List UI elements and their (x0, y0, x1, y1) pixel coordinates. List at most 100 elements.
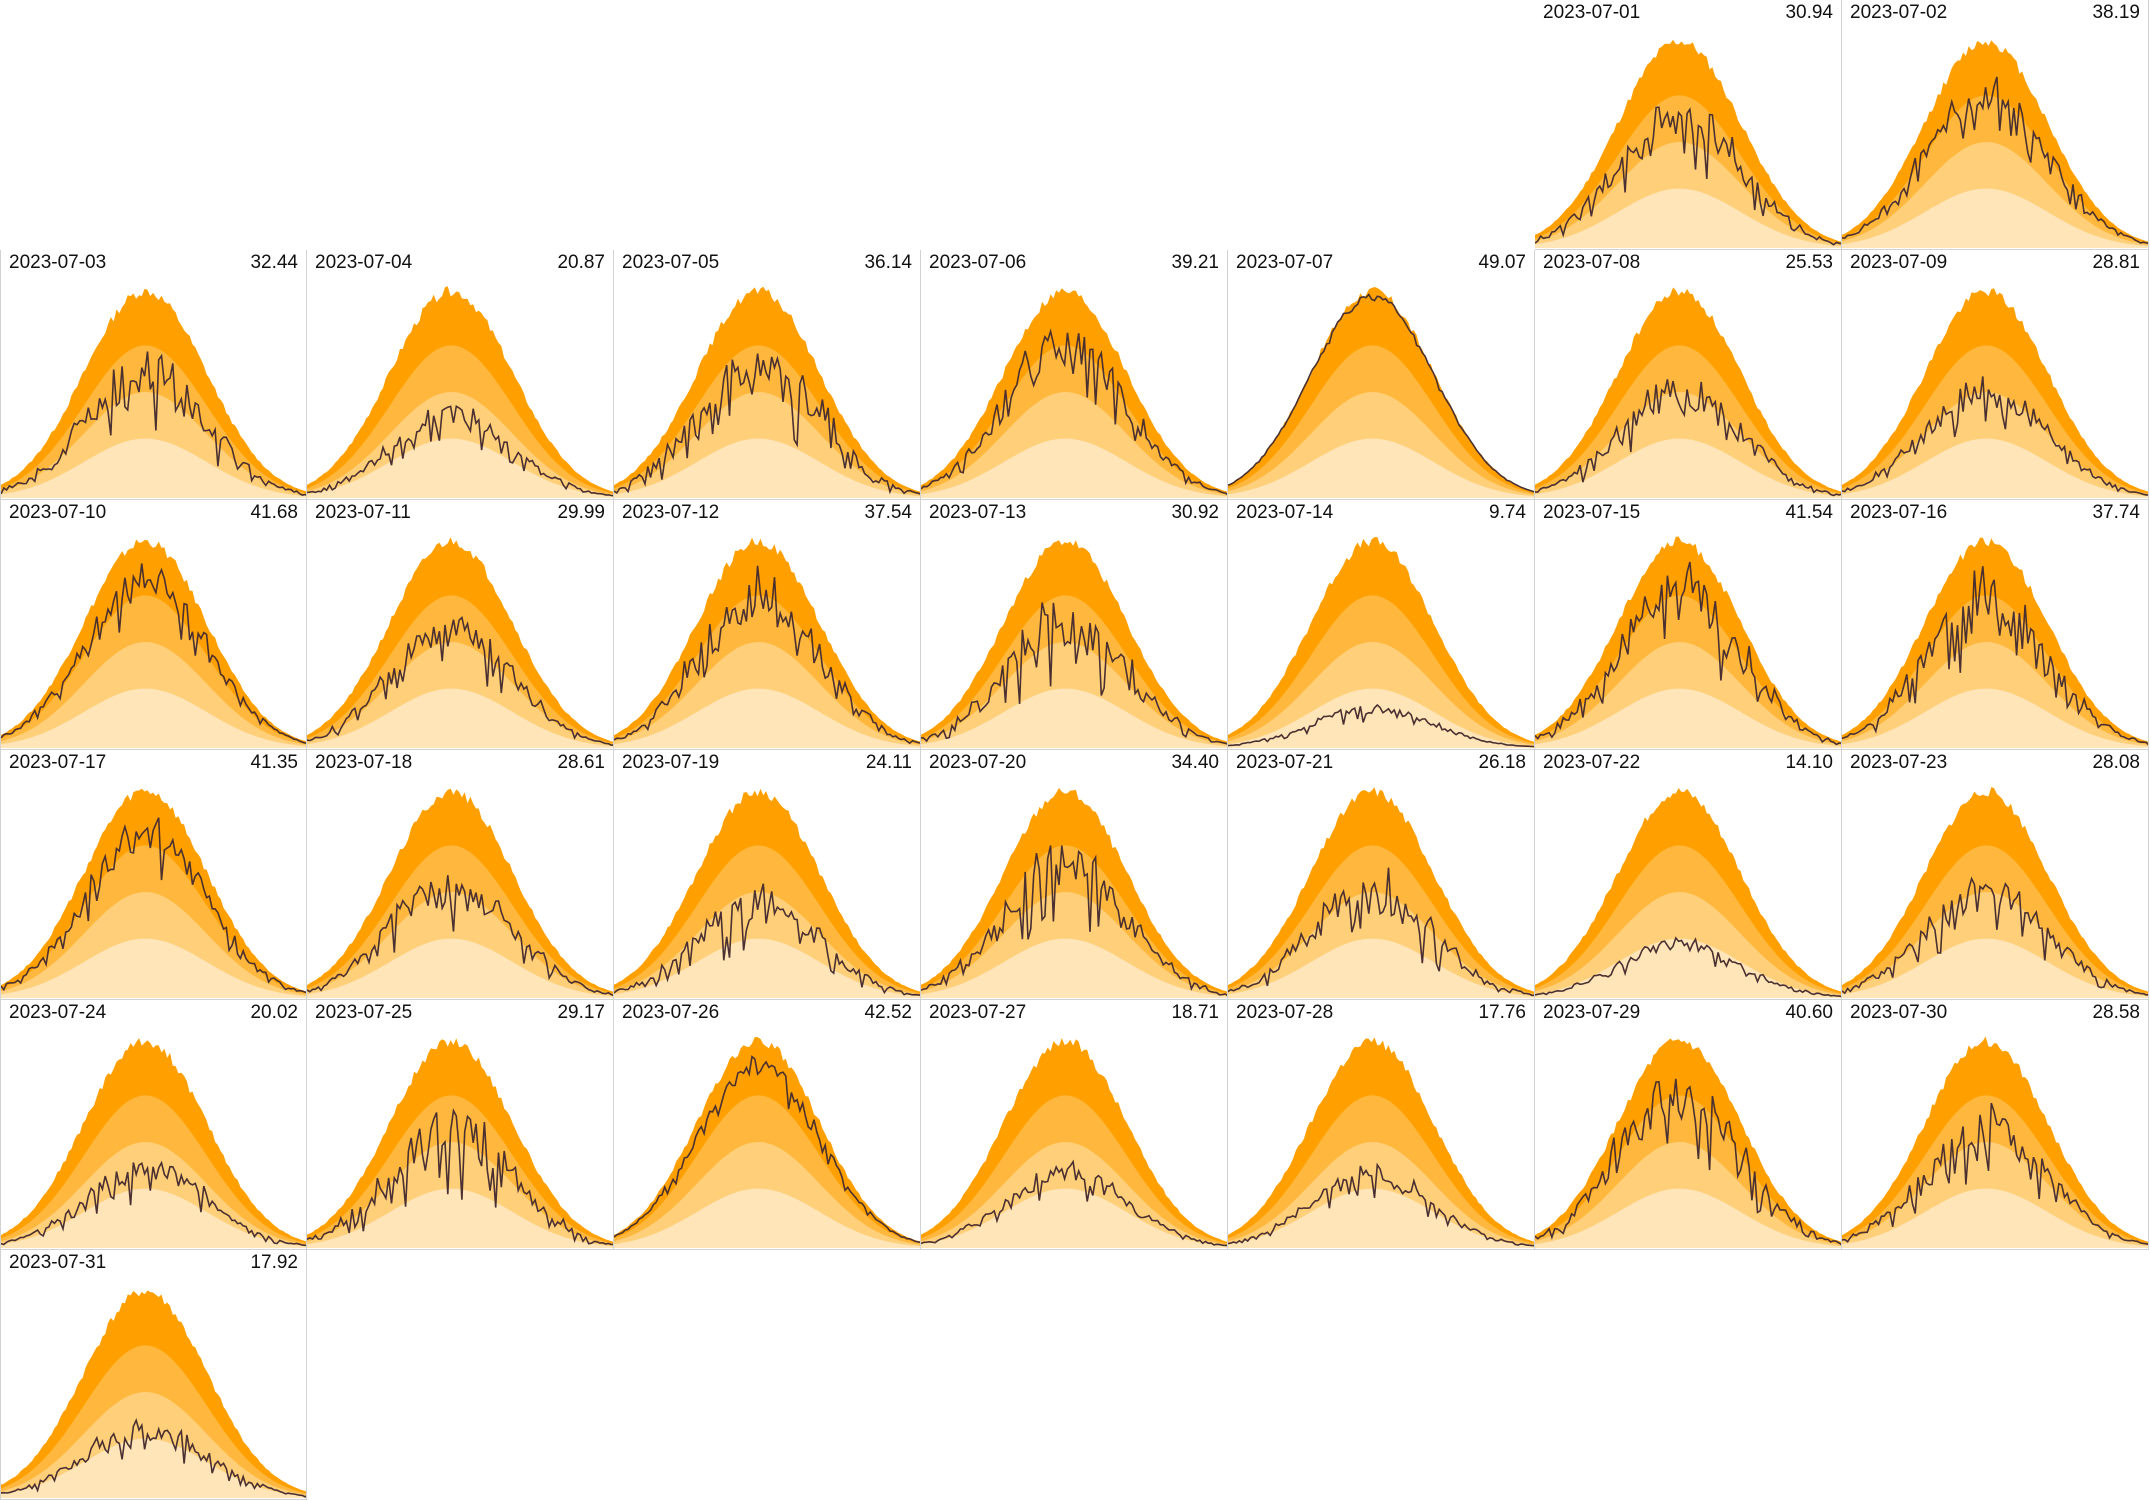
actual-production-line (921, 1159, 1227, 1247)
day-total: 34.40 (1171, 752, 1219, 773)
day-date: 2023-07-23 (1850, 752, 1948, 773)
day-date: 2023-07-21 (1236, 752, 1334, 773)
day-panel: 2023-07-27 18.71 (921, 1000, 1228, 1250)
day-panel: 2023-07-21 26.18 (1228, 750, 1535, 1000)
actual-production-line (921, 602, 1227, 745)
day-panel: 2023-07-26 42.52 (614, 1000, 921, 1250)
day-chart (1535, 536, 1841, 748)
day-panel: 2023-07-17 41.35 (0, 750, 307, 1000)
actual-production-line (1228, 1162, 1534, 1247)
day-panel: 2023-07-12 37.54 (614, 500, 921, 750)
forecast-band (1535, 1188, 1841, 1248)
day-date: 2023-07-03 (9, 252, 107, 273)
forecast-band (614, 688, 920, 748)
actual-production-line (307, 875, 613, 997)
forecast-band (1228, 1188, 1534, 1248)
day-total: 24.11 (865, 752, 912, 773)
actual-production-line (1228, 703, 1534, 748)
day-total: 36.14 (864, 252, 912, 273)
forecast-band (1228, 438, 1534, 498)
forecast-band (1842, 688, 2148, 748)
forecast-band (921, 938, 1227, 998)
forecast-band (307, 438, 613, 498)
day-chart (1, 788, 306, 998)
day-date: 2023-07-27 (929, 1002, 1027, 1023)
day-panel: 2023-07-08 25.53 (1535, 250, 1842, 500)
day-date: 2023-07-25 (315, 1002, 413, 1023)
day-date: 2023-07-02 (1850, 2, 1948, 23)
actual-production-line (307, 1107, 613, 1246)
actual-production-line (307, 405, 613, 497)
day-chart (1535, 39, 1841, 248)
day-chart (307, 788, 613, 998)
day-date: 2023-07-04 (315, 252, 413, 273)
day-total: 42.52 (864, 1002, 912, 1023)
day-panel: 2023-07-02 38.19 (1842, 0, 2149, 250)
actual-production-line (1842, 566, 2148, 746)
day-chart (1, 1290, 306, 1498)
day-chart (1, 539, 306, 748)
actual-production-line (614, 883, 920, 997)
actual-production-line (307, 615, 613, 747)
day-panel: 2023-07-14 9.74 (1228, 500, 1535, 750)
actual-production-line (1, 563, 306, 744)
day-total: 30.94 (1785, 2, 1833, 23)
day-total: 41.68 (250, 502, 298, 523)
day-date: 2023-07-16 (1850, 502, 1948, 523)
day-total: 20.02 (250, 1002, 298, 1023)
day-date: 2023-07-09 (1850, 252, 1948, 273)
actual-production-line (1, 351, 306, 496)
day-panel: 2023-07-18 28.61 (307, 750, 614, 1000)
actual-production-line (1535, 106, 1841, 246)
day-panel: 2023-07-07 49.07 (1228, 250, 1535, 500)
day-chart (614, 286, 920, 498)
day-total: 18.71 (1171, 1002, 1219, 1023)
day-chart (1228, 787, 1534, 998)
forecast-band (921, 1188, 1227, 1248)
actual-production-line (1535, 936, 1841, 998)
day-panel: 2023-07-11 29.99 (307, 500, 614, 750)
day-date: 2023-07-01 (1543, 2, 1641, 23)
day-chart (1228, 537, 1534, 748)
forecast-band (1535, 188, 1841, 248)
day-panel: 2023-07-31 17.92 (0, 1250, 307, 1500)
actual-production-line (1842, 1102, 2148, 1246)
forecast-band (307, 1188, 613, 1248)
day-date: 2023-07-20 (929, 752, 1027, 773)
actual-production-line (1535, 1078, 1841, 1246)
day-total: 17.92 (250, 1252, 298, 1273)
day-panel: 2023-07-19 24.11 (614, 750, 921, 1000)
day-date: 2023-07-31 (9, 1252, 107, 1273)
day-panel: 2023-07-22 14.10 (1535, 750, 1842, 1000)
forecast-band (307, 938, 613, 998)
forecast-band (1535, 688, 1841, 748)
forecast-band (1, 688, 306, 748)
day-total: 49.07 (1478, 252, 1526, 273)
day-panel: 2023-07-15 41.54 (1535, 500, 1842, 750)
day-total: 17.76 (1478, 1002, 1526, 1023)
day-total: 14.10 (1785, 752, 1833, 773)
day-chart (307, 1038, 613, 1248)
day-total: 28.08 (2092, 752, 2140, 773)
day-panel: 2023-07-03 32.44 (0, 250, 307, 500)
day-date: 2023-07-05 (622, 252, 720, 273)
actual-production-line (1842, 376, 2148, 496)
day-date: 2023-07-13 (929, 502, 1027, 523)
actual-production-line (614, 1055, 920, 1244)
day-date: 2023-07-19 (622, 752, 720, 773)
actual-production-line (1228, 293, 1534, 493)
actual-production-line (1, 1418, 306, 1498)
day-date: 2023-07-17 (9, 752, 107, 773)
day-chart (1535, 788, 1841, 998)
actual-production-line (921, 328, 1227, 496)
day-date: 2023-07-11 (315, 502, 411, 523)
day-total: 41.54 (1785, 502, 1833, 523)
actual-production-line (614, 353, 920, 495)
day-chart (921, 540, 1227, 748)
actual-production-line (921, 845, 1227, 997)
actual-production-line (1842, 76, 2148, 245)
day-panel: 2023-07-28 17.76 (1228, 1000, 1535, 1250)
day-chart (307, 537, 613, 748)
day-date: 2023-07-08 (1543, 252, 1641, 273)
